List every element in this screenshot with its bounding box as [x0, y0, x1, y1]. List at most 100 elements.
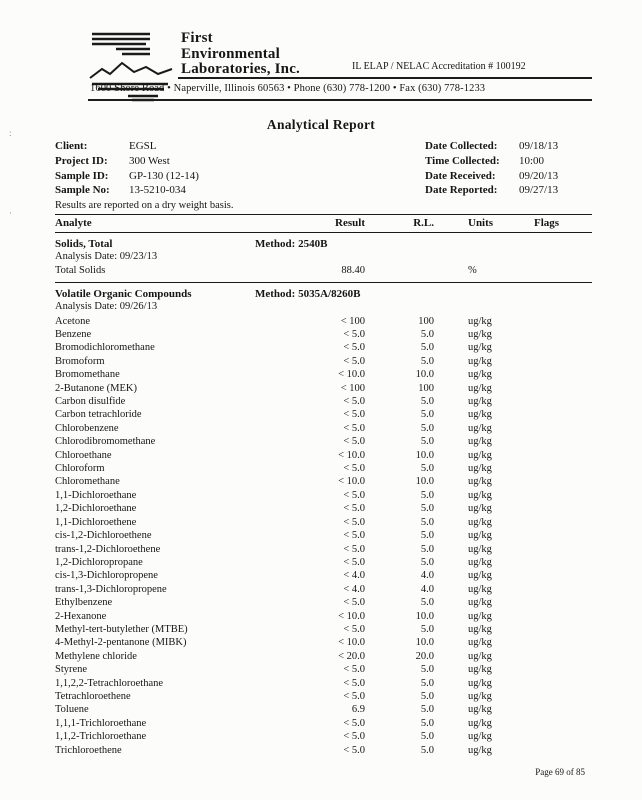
rl-cell: 5.0 [420, 503, 434, 515]
info-value: 10:00 [519, 154, 545, 167]
result-cell: < 5.0 [343, 355, 365, 367]
result-cell: < 5.0 [343, 463, 365, 475]
units-cell: ug/kg [468, 422, 492, 434]
table-row: 1,1,2,2-Tetrachloroethane < 5.0 5.0 ug/k… [55, 677, 592, 690]
rl-cell: 100 [418, 315, 434, 327]
scan-artifact: · [9, 208, 12, 218]
info-value: 09/27/13 [519, 184, 559, 197]
flags-cell [532, 596, 592, 609]
units-cell: ug/kg [468, 597, 492, 609]
info-row: Sample ID: GP-130 (12-14) [55, 169, 592, 184]
result-cell: < 5.0 [343, 489, 365, 501]
table-row: Chloroethane < 10.0 10.0 ug/kg [55, 449, 592, 462]
rl-cell: 10.0 [415, 449, 434, 461]
report-title: Analytical Report [266, 117, 376, 132]
page-number: Page 69 of 85 [535, 767, 585, 777]
analyte-cell: Chlorodibromomethane [55, 436, 156, 448]
rl-cell: 20.0 [415, 650, 434, 662]
rl-cell: 10.0 [415, 610, 434, 622]
company-name-line: First [181, 30, 213, 46]
flags-cell [532, 610, 592, 623]
units-cell: ug/kg [468, 704, 492, 716]
flags-cell [532, 475, 592, 488]
rl-cell: 5.0 [420, 597, 434, 609]
rl-cell: 4.0 [420, 570, 434, 582]
table-row: Chloromethane < 10.0 10.0 ug/kg [55, 475, 592, 488]
section-rows: Acetone < 100 100 ug/kg Benzene < 5.0 5.… [55, 315, 592, 757]
analyte-cell: 1,1,1-Trichloroethane [55, 717, 147, 729]
analyte-cell: Chloroethane [55, 449, 112, 461]
flags-cell [532, 462, 592, 475]
result-cell: < 10.0 [338, 476, 365, 488]
column-header-units: Units [468, 217, 494, 230]
result-cell: < 5.0 [343, 396, 365, 408]
rl-cell: 5.0 [420, 422, 434, 434]
result-cell: < 5.0 [343, 503, 365, 515]
units-cell: ug/kg [468, 489, 492, 501]
rl-cell: 5.0 [420, 463, 434, 475]
units-cell: ug/kg [468, 369, 492, 381]
analyte-cell: 1,2-Dichloroethane [55, 503, 137, 515]
units-cell: ug/kg [468, 396, 492, 408]
analyte-cell: cis-1,2-Dichloroethene [55, 530, 152, 542]
units-cell: ug/kg [468, 476, 492, 488]
flags-cell [532, 543, 592, 556]
flags-cell [532, 677, 592, 690]
rl-cell: 5.0 [420, 396, 434, 408]
rl-cell: 5.0 [420, 556, 434, 568]
analyte-cell: Bromomethane [55, 369, 120, 381]
flags-cell [532, 650, 592, 663]
table-row: Chloroform < 5.0 5.0 ug/kg [55, 462, 592, 475]
info-value: 09/18/13 [519, 140, 559, 152]
section-header: Solids, Total Method: 2540B [55, 238, 592, 251]
flags-cell [532, 489, 592, 502]
table-row: Chlorodibromomethane < 5.0 5.0 ug/kg [55, 435, 592, 448]
analyte-cell: 1,2-Dichloropropane [55, 556, 143, 568]
section-rows: Total Solids 88.40 % [55, 264, 592, 277]
table-row: Ethylbenzene < 5.0 5.0 ug/kg [55, 596, 592, 609]
analyte-cell: Tetrachloroethene [55, 690, 131, 702]
result-cell: < 5.0 [343, 543, 365, 555]
units-cell: ug/kg [468, 329, 492, 340]
info-label: Date Collected: [425, 140, 498, 152]
analyte-cell: Bromoform [55, 355, 105, 367]
result-cell: < 5.0 [343, 342, 365, 354]
accreditation-text: IL ELAP / NELAC Accreditation # 100192 [352, 61, 526, 72]
analyte-cell: Styrene [55, 664, 88, 676]
analyte-cell: 1,1,2,2-Tetrachloroethane [55, 677, 164, 689]
rl-cell: 10.0 [415, 637, 434, 649]
section-volatile-organic-compounds: Volatile Organic Compounds Method: 5035A… [55, 288, 592, 757]
info-label: Date Received: [425, 169, 496, 182]
info-row: Date Collected: 09/18/13 [425, 139, 558, 154]
result-cell: < 100 [340, 382, 365, 394]
flags-cell [532, 703, 592, 716]
result-cell: < 10.0 [338, 637, 365, 649]
rl-cell: 5.0 [420, 543, 434, 555]
rl-cell: 10.0 [415, 369, 434, 381]
analysis-date: Analysis Date: 09/26/13 [55, 301, 158, 313]
table-row: Toluene 6.9 5.0 ug/kg [55, 703, 592, 716]
flags-cell [532, 264, 592, 277]
table-row: trans-1,3-Dichloropropene < 4.0 4.0 ug/k… [55, 583, 592, 596]
header-divider [178, 77, 592, 79]
result-cell: 6.9 [351, 704, 365, 716]
table-row: 1,1,2-Trichloroethane < 5.0 5.0 ug/kg [55, 730, 592, 743]
units-cell: ug/kg [468, 731, 492, 743]
result-cell: < 100 [340, 315, 365, 327]
units-cell: ug/kg [468, 530, 492, 542]
table-row: Benzene < 5.0 5.0 ug/kg [55, 328, 592, 341]
rl-cell [369, 264, 437, 277]
flags-cell [532, 435, 592, 448]
flags-cell [532, 717, 592, 730]
flags-cell [532, 569, 592, 582]
analyte-cell: 1,1-Dichloroethene [55, 516, 137, 528]
table-row: 4-Methyl-2-pentanone (MIBK) < 10.0 10.0 … [55, 636, 592, 649]
result-cell: < 5.0 [343, 677, 365, 689]
flags-cell [532, 583, 592, 596]
table-row: Tetrachloroethene < 5.0 5.0 ug/kg [55, 690, 592, 703]
table-row: Bromodichloromethane < 5.0 5.0 ug/kg [55, 341, 592, 354]
result-cell: < 5.0 [343, 409, 365, 421]
rl-cell: 5.0 [420, 409, 434, 421]
result-cell: < 10.0 [338, 610, 365, 622]
rl-cell: 5.0 [420, 623, 434, 635]
